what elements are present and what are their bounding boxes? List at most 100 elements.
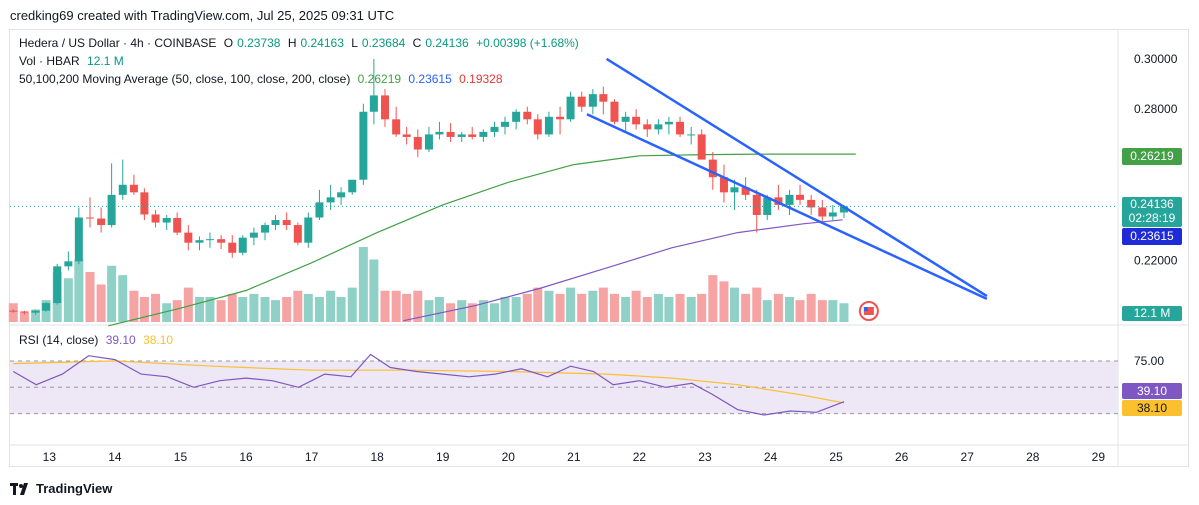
ma50-value: 0.26219	[357, 72, 402, 86]
candle-body	[9, 310, 18, 312]
candle-body	[424, 134, 433, 150]
candle-body	[676, 121, 685, 135]
symbol-title: Hedera / US Dollar · 4h · COINBASE	[19, 36, 217, 50]
volume-bar	[500, 297, 510, 322]
bar-countdown: 02:28:19	[1128, 211, 1176, 225]
volume-bar	[544, 290, 554, 322]
candle-body	[381, 95, 390, 120]
volume-bar	[773, 293, 783, 322]
volume-bar	[729, 287, 739, 322]
ma100-price-tag: 0.23615	[1122, 228, 1182, 245]
tradingview-brand: TradingView	[36, 481, 113, 497]
candle-body	[796, 194, 805, 200]
time-tick-label: 22	[633, 450, 647, 464]
chart-frame[interactable]	[9, 29, 1189, 467]
candle-body	[512, 111, 521, 122]
ma50-line	[108, 153, 856, 327]
volume-bar	[817, 300, 827, 322]
candle-body	[828, 212, 837, 217]
candle-body	[261, 225, 270, 233]
tradingview-logo-icon	[10, 482, 28, 495]
volume-bar	[522, 293, 532, 322]
time-tick-label: 25	[829, 450, 843, 464]
volume-bar	[183, 287, 193, 322]
candle-body	[271, 220, 280, 226]
candle-body	[708, 159, 717, 178]
volume-bar	[828, 300, 838, 322]
volume-bar	[326, 290, 336, 322]
candle-body	[588, 94, 597, 107]
last-price: 0.24136	[1130, 197, 1174, 211]
rsi-ma-value: 38.10	[143, 333, 174, 347]
candle-body	[643, 124, 652, 130]
ma-label: 50,100,200 Moving Average (50, close, 10…	[19, 72, 351, 86]
change-value: +0.00398 (+1.68%)	[476, 36, 579, 50]
rsi-value: 39.10	[105, 333, 136, 347]
volume-bar	[139, 297, 149, 322]
volume-bar	[511, 297, 521, 322]
volume-bar	[752, 287, 762, 322]
candle-body	[392, 119, 401, 135]
footer: TradingView	[10, 480, 112, 500]
volume-bar	[227, 293, 237, 322]
volume-bar	[380, 290, 390, 322]
us-flag-canton-icon	[863, 307, 868, 311]
ma100-value: 0.23615	[408, 72, 452, 86]
volume-bar	[74, 259, 84, 322]
time-tick-label: 28	[1026, 450, 1040, 464]
volume-bar	[533, 287, 543, 322]
candle-body	[140, 192, 149, 215]
volume-price-tag: 12.1 M	[1122, 306, 1182, 321]
volume-bar	[446, 303, 456, 322]
candle-body	[217, 239, 226, 243]
candle-body	[205, 239, 214, 241]
time-tick-label: 27	[961, 450, 975, 464]
volume-bar	[697, 293, 707, 322]
candle-body	[413, 136, 422, 150]
volume-bar	[434, 297, 444, 322]
volume-bar	[631, 290, 641, 322]
volume-bar	[194, 297, 204, 322]
candle-body	[632, 116, 641, 125]
time-tick-label: 17	[305, 450, 319, 464]
falling-wedge-trendline	[605, 57, 988, 298]
time-tick-label: 19	[436, 450, 450, 464]
volume-bar	[271, 300, 281, 322]
rsi-ma-price-tag: 38.10	[1122, 400, 1182, 416]
volume-bar	[314, 297, 324, 322]
candle-body	[500, 121, 509, 127]
candle-body	[326, 197, 335, 203]
candle-body	[53, 266, 62, 304]
time-tick-label: 15	[174, 450, 188, 464]
volume-bar	[205, 297, 215, 322]
volume-bar	[457, 300, 467, 322]
volume-bar	[598, 287, 608, 322]
candle-body	[457, 134, 466, 137]
volume-bar	[347, 287, 357, 322]
price-tick-label: 0.28000	[1134, 102, 1178, 116]
volume-bar	[129, 290, 139, 322]
volume-bar	[708, 275, 718, 322]
candle-body	[435, 131, 444, 135]
candle-body	[490, 126, 499, 132]
rsi-tick-label: 75.00	[1134, 354, 1164, 368]
candle-body	[107, 194, 116, 226]
chart-credit: credking69 created with TradingView.com,…	[10, 8, 395, 23]
candle-body	[315, 202, 324, 218]
candle-body	[348, 179, 357, 193]
candle-body	[97, 218, 106, 226]
volume-bar	[238, 297, 248, 322]
rsi-label: RSI (14, close)	[19, 333, 99, 347]
candle-body	[599, 94, 608, 102]
time-tick-label: 23	[698, 450, 712, 464]
candle-body	[20, 311, 29, 313]
rsi-line	[13, 353, 845, 416]
candle-body	[818, 207, 827, 217]
candle-body	[763, 197, 772, 215]
candle-body	[479, 131, 488, 137]
volume-bar	[741, 293, 751, 322]
volume-bar	[675, 293, 685, 322]
candle-body	[544, 116, 553, 135]
volume-bar	[358, 247, 368, 322]
